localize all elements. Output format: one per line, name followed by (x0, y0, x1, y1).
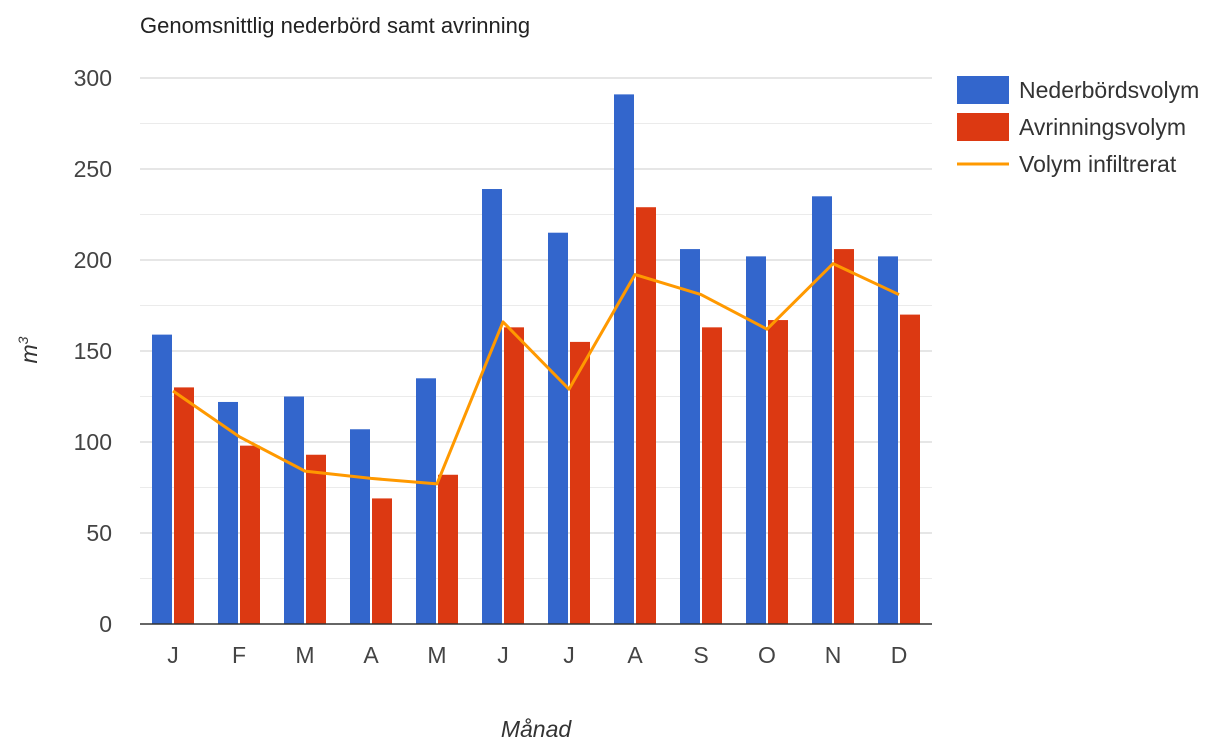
bars (152, 94, 920, 625)
legend: Nederbördsvolym Avrinningsvolym Volym infi… (957, 76, 1199, 177)
bar-avrinningsvolym (240, 445, 260, 624)
x-tick-label: N (825, 642, 842, 668)
y-tick-label: 0 (99, 611, 112, 637)
bar-nederbordsvolym (680, 249, 700, 624)
legend-label: Nederbördsvolym (1019, 77, 1199, 103)
y-axis-title-text: m (16, 344, 42, 363)
x-tick-label: J (497, 642, 509, 668)
y-tick-label: 50 (86, 520, 112, 546)
y-axis-title-superscript: 3 (15, 336, 31, 344)
line-series (172, 262, 900, 486)
bar-avrinningsvolym (504, 327, 524, 624)
bar-avrinningsvolym (438, 474, 458, 624)
chart-title: Genomsnittlig nederbörd samt avrinning (140, 13, 530, 38)
bar-nederbordsvolym (284, 396, 304, 624)
x-tick-label: J (167, 642, 179, 668)
bar-nederbordsvolym (878, 256, 898, 624)
y-axis-ticks: 0 50 100 150 200 250 300 (74, 65, 112, 637)
legend-label: Avrinningsvolym (1019, 114, 1186, 140)
y-tick-label: 100 (74, 429, 112, 455)
bar-nederbordsvolym (416, 378, 436, 624)
x-tick-label: F (232, 642, 246, 668)
x-tick-label: A (363, 642, 379, 668)
bar-nederbordsvolym (218, 401, 238, 624)
x-tick-label: O (758, 642, 776, 668)
legend-label: Volym infiltrerat (1019, 151, 1177, 177)
x-tick-label: J (563, 642, 575, 668)
legend-swatch (957, 113, 1009, 141)
bar-nederbordsvolym (548, 232, 568, 624)
bar-nederbordsvolym (482, 189, 502, 624)
line-volym-infiltrerat (172, 262, 900, 486)
bar-avrinningsvolym (834, 249, 854, 624)
bar-avrinningsvolym (306, 454, 326, 624)
bar-nederbordsvolym (350, 429, 370, 624)
gridlines (140, 77, 932, 579)
y-axis-title: m3 (15, 336, 42, 363)
bar-avrinningsvolym (372, 498, 392, 624)
bar-avrinningsvolym (636, 207, 656, 624)
legend-swatch (957, 76, 1009, 104)
x-tick-label: D (891, 642, 908, 668)
bar-avrinningsvolym (570, 341, 590, 624)
y-tick-label: 200 (74, 247, 112, 273)
bar-avrinningsvolym (768, 320, 788, 624)
bar-nederbordsvolym (152, 334, 172, 624)
y-tick-label: 250 (74, 156, 112, 182)
bar-avrinningsvolym (174, 387, 194, 624)
x-axis-title: Månad (501, 716, 573, 739)
bar-nederbordsvolym (812, 196, 832, 625)
x-tick-label: M (427, 642, 446, 668)
bar-nederbordsvolym (614, 94, 634, 624)
x-tick-label: A (627, 642, 643, 668)
y-tick-label: 300 (74, 65, 112, 91)
y-tick-label: 150 (74, 338, 112, 364)
bar-avrinningsvolym (900, 314, 920, 624)
bar-nederbordsvolym (746, 256, 766, 624)
x-tick-label: S (693, 642, 708, 668)
bar-avrinningsvolym (702, 327, 722, 624)
x-tick-label: M (295, 642, 314, 668)
